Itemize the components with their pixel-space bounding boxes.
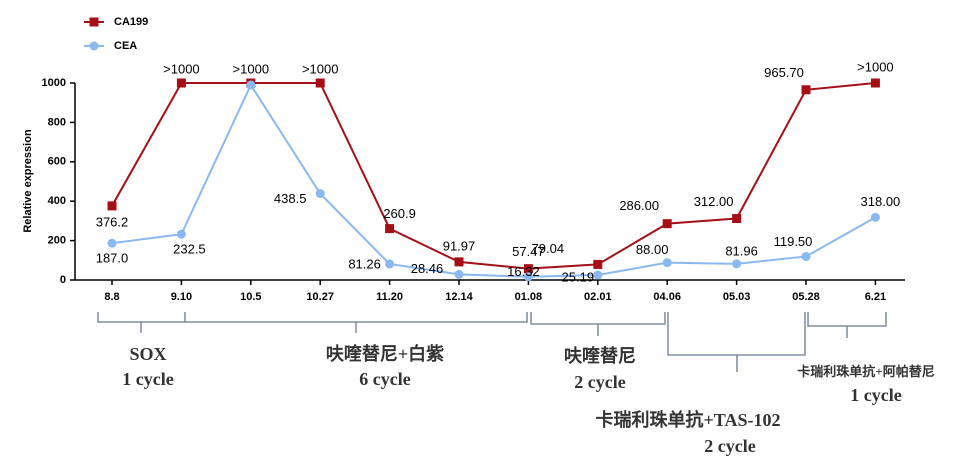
x-tick-label: 02.01 — [584, 291, 612, 303]
bracket — [807, 312, 887, 338]
data-label: 16.32 — [507, 264, 540, 279]
marker — [315, 78, 325, 88]
marker — [732, 214, 742, 224]
data-label: 232.5 — [173, 242, 206, 257]
marker — [89, 17, 99, 27]
x-tick-label: 01.08 — [515, 291, 543, 303]
marker — [454, 269, 464, 279]
data-label: 88.00 — [636, 242, 669, 257]
marker — [385, 259, 395, 269]
data-label: 965.70 — [764, 65, 804, 80]
marker — [246, 80, 256, 90]
legend-label: CA199 — [114, 16, 148, 28]
x-tick-label: 12.14 — [445, 291, 473, 303]
data-label: 376.2 — [96, 214, 129, 229]
marker — [523, 264, 533, 274]
data-label: 312.00 — [694, 194, 734, 209]
data-label: 81.26 — [348, 256, 381, 271]
marker — [801, 85, 811, 95]
x-tick-label: 11.20 — [376, 291, 403, 303]
y-tick-label: 600 — [48, 156, 66, 168]
data-label: 187.0 — [96, 251, 129, 266]
regimen: 呋喹替尼 — [564, 345, 636, 366]
data-label: 260.9 — [383, 206, 416, 221]
cycles: 1 cycle — [850, 385, 901, 405]
data-label: >1000 — [163, 61, 200, 76]
data-label: 318.00 — [861, 194, 901, 209]
cycles: 6 cycle — [359, 369, 410, 389]
x-tick-label: 05.28 — [792, 291, 820, 303]
series-line — [111, 82, 876, 278]
bracket — [667, 312, 806, 372]
marker — [385, 224, 395, 234]
y-axis-title: Relative expression — [22, 129, 34, 233]
bracket — [185, 312, 528, 333]
x-tick-label: 8.8 — [104, 291, 119, 303]
regimen: 呋喹替尼+白紫 — [326, 343, 444, 364]
data-label: 81.96 — [725, 243, 758, 258]
x-tick-label: 05.03 — [723, 291, 751, 303]
data-label: 28.46 — [411, 261, 444, 276]
data-label: 91.97 — [443, 238, 476, 253]
marker — [801, 251, 811, 261]
bracket — [97, 312, 186, 333]
y-tick-label: 0 — [60, 274, 66, 286]
marker — [454, 257, 464, 267]
marker — [107, 201, 117, 211]
brackets — [97, 312, 887, 372]
y-tick-label: 1000 — [42, 77, 66, 89]
x-tick-label: 9.10 — [171, 291, 192, 303]
data-label: >1000 — [233, 61, 270, 76]
data-label: 438.5 — [274, 191, 307, 206]
data-label: 79.04 — [532, 241, 565, 256]
marker — [176, 78, 186, 88]
marker — [732, 259, 742, 269]
y-tick-label: 800 — [48, 116, 66, 128]
marker — [107, 238, 117, 248]
data-label: 286.00 — [619, 198, 659, 213]
regimen: 卡瑞利珠单抗+阿帕替尼 — [797, 364, 934, 379]
cycles: 2 cycle — [704, 436, 755, 456]
x-tick-label: 10.27 — [306, 291, 334, 303]
x-tick-label: 6.21 — [865, 291, 886, 303]
cycles: 2 cycle — [574, 372, 625, 392]
data-label: 25.19 — [562, 269, 595, 284]
marker — [662, 219, 672, 229]
marker — [315, 189, 325, 199]
marker — [176, 229, 186, 239]
x-tick-label: 10.5 — [240, 291, 261, 303]
series-line — [111, 82, 876, 270]
marker — [870, 78, 880, 88]
x-tick-label: 04.06 — [653, 291, 681, 303]
y-tick-label: 400 — [48, 195, 66, 207]
data-label: >1000 — [302, 61, 339, 76]
marker — [662, 258, 672, 268]
regimen: SOX — [129, 344, 166, 364]
marker — [523, 272, 533, 282]
regimen: 卡瑞利珠单抗+TAS-102 — [596, 409, 781, 430]
bracket — [530, 312, 666, 336]
data-label: 57.47 — [512, 244, 545, 259]
marker — [870, 212, 880, 222]
data-label: >1000 — [857, 59, 894, 74]
legend-label: CEA — [114, 40, 137, 52]
data-label: 119.50 — [774, 234, 813, 249]
y-tick-label: 200 — [48, 235, 66, 247]
marker — [593, 259, 603, 269]
marker — [89, 41, 99, 51]
cycles: 1 cycle — [122, 369, 173, 389]
marker — [593, 270, 603, 280]
